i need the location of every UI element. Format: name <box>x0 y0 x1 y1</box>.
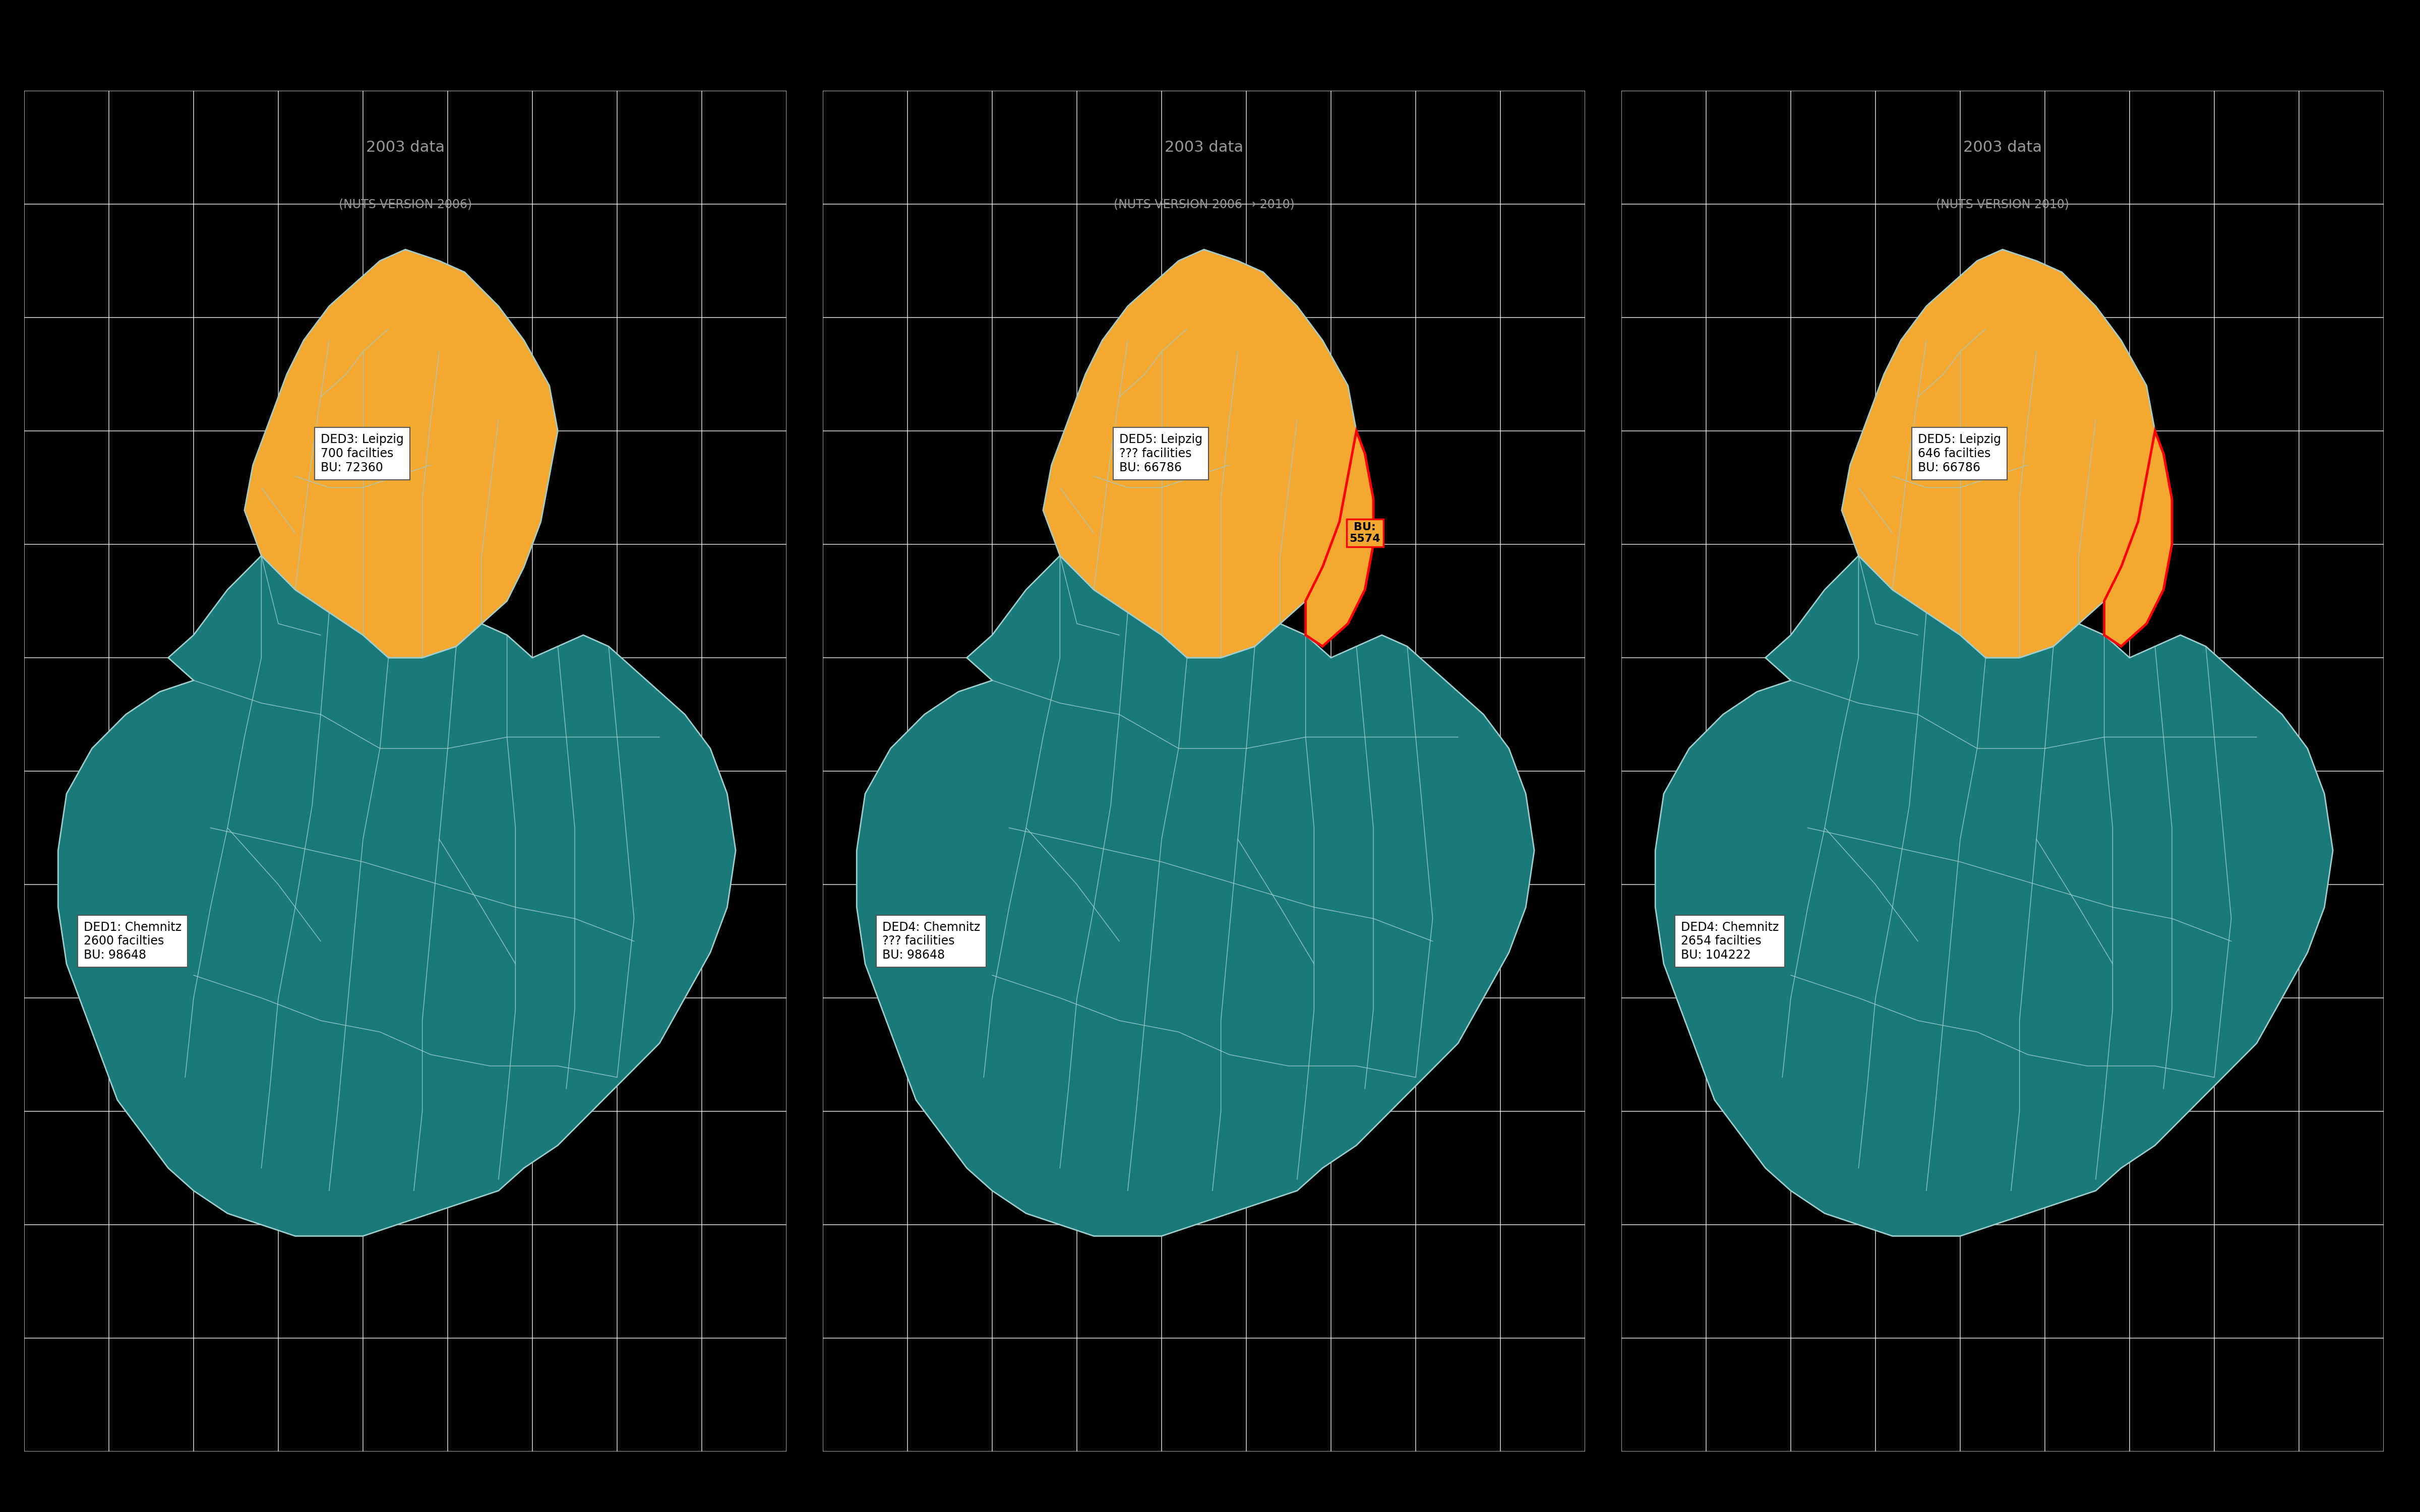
Text: 2003 data: 2003 data <box>365 141 445 154</box>
Polygon shape <box>2105 431 2173 647</box>
Text: 2003 data: 2003 data <box>1164 141 1244 154</box>
Text: (NUTS VERSION 2006): (NUTS VERSION 2006) <box>339 198 472 210</box>
Polygon shape <box>857 556 1534 1237</box>
Polygon shape <box>1043 249 1358 658</box>
Text: (NUTS VERSION 2006 → 2010): (NUTS VERSION 2006 → 2010) <box>1113 198 1295 210</box>
Polygon shape <box>244 249 557 658</box>
Text: DED1: Chemnitz
2600 facilties
BU: 98648: DED1: Chemnitz 2600 facilties BU: 98648 <box>82 921 182 962</box>
Text: DED4: Chemnitz
2654 facilties
BU: 104222: DED4: Chemnitz 2654 facilties BU: 104222 <box>1679 921 1779 962</box>
Text: DED4: Chemnitz
??? facilities
BU: 98648: DED4: Chemnitz ??? facilities BU: 98648 <box>883 921 980 962</box>
Polygon shape <box>58 556 736 1237</box>
Text: DED3: Leipzig
700 facilties
BU: 72360: DED3: Leipzig 700 facilties BU: 72360 <box>319 434 404 473</box>
Polygon shape <box>1307 431 1375 647</box>
Polygon shape <box>1842 249 2156 658</box>
Text: DED5: Leipzig
646 facilties
BU: 66786: DED5: Leipzig 646 facilties BU: 66786 <box>1919 434 2001 473</box>
Text: (NUTS VERSION 2010): (NUTS VERSION 2010) <box>1936 198 2069 210</box>
Text: BU:
5574: BU: 5574 <box>1350 522 1379 544</box>
Text: 2003 data: 2003 data <box>1963 141 2042 154</box>
Polygon shape <box>1655 556 2333 1237</box>
Text: DED5: Leipzig
??? facilities
BU: 66786: DED5: Leipzig ??? facilities BU: 66786 <box>1118 434 1203 473</box>
